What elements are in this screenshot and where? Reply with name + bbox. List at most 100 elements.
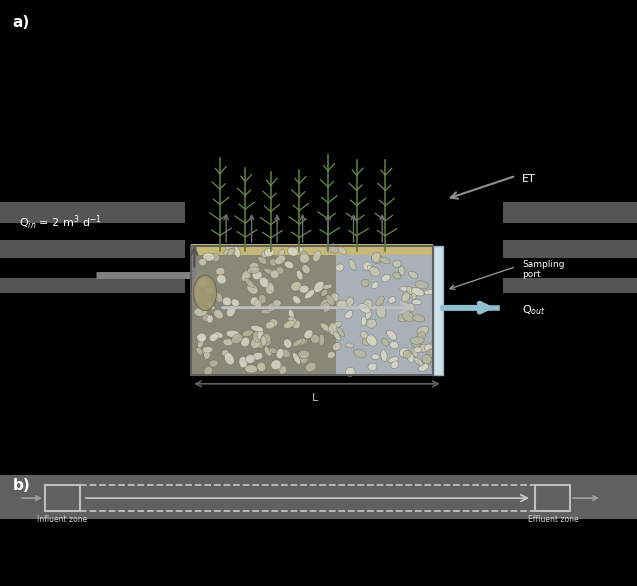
Bar bbox=[191, 246, 433, 375]
Ellipse shape bbox=[415, 281, 429, 289]
Ellipse shape bbox=[261, 336, 266, 346]
Text: L: L bbox=[312, 393, 318, 403]
Ellipse shape bbox=[414, 347, 422, 353]
Ellipse shape bbox=[231, 334, 243, 344]
Ellipse shape bbox=[275, 255, 285, 265]
Ellipse shape bbox=[299, 285, 309, 293]
Ellipse shape bbox=[298, 338, 306, 344]
Ellipse shape bbox=[337, 300, 348, 309]
Ellipse shape bbox=[367, 265, 375, 273]
Ellipse shape bbox=[207, 315, 213, 323]
Ellipse shape bbox=[231, 299, 240, 306]
Ellipse shape bbox=[320, 323, 331, 332]
Ellipse shape bbox=[362, 338, 370, 346]
Ellipse shape bbox=[412, 299, 422, 305]
Ellipse shape bbox=[327, 245, 334, 253]
Ellipse shape bbox=[241, 270, 251, 281]
Ellipse shape bbox=[213, 332, 223, 338]
Ellipse shape bbox=[287, 247, 298, 256]
Ellipse shape bbox=[194, 307, 208, 316]
Ellipse shape bbox=[300, 251, 308, 259]
Ellipse shape bbox=[403, 350, 412, 358]
Ellipse shape bbox=[257, 362, 266, 372]
Ellipse shape bbox=[414, 357, 423, 366]
Ellipse shape bbox=[393, 260, 401, 267]
Bar bbox=[503, 278, 637, 293]
Ellipse shape bbox=[254, 299, 261, 309]
Ellipse shape bbox=[292, 339, 303, 347]
Ellipse shape bbox=[296, 339, 308, 346]
Ellipse shape bbox=[417, 326, 428, 336]
Ellipse shape bbox=[267, 303, 276, 312]
Ellipse shape bbox=[365, 309, 371, 319]
Ellipse shape bbox=[318, 334, 324, 346]
Ellipse shape bbox=[371, 354, 380, 360]
Ellipse shape bbox=[247, 267, 260, 274]
Ellipse shape bbox=[194, 286, 201, 294]
Ellipse shape bbox=[304, 330, 313, 339]
Ellipse shape bbox=[390, 342, 399, 349]
Ellipse shape bbox=[407, 352, 414, 363]
Bar bbox=[503, 202, 637, 223]
Bar bbox=[0, 240, 185, 258]
Ellipse shape bbox=[260, 338, 271, 346]
Ellipse shape bbox=[202, 346, 211, 355]
Bar bbox=[45, 485, 80, 511]
Ellipse shape bbox=[313, 251, 321, 262]
Ellipse shape bbox=[206, 301, 215, 309]
Ellipse shape bbox=[371, 253, 381, 263]
Ellipse shape bbox=[376, 305, 386, 318]
Ellipse shape bbox=[332, 321, 341, 329]
Ellipse shape bbox=[211, 254, 220, 262]
Ellipse shape bbox=[412, 288, 424, 296]
Ellipse shape bbox=[429, 349, 438, 355]
Ellipse shape bbox=[412, 347, 418, 357]
Ellipse shape bbox=[298, 350, 310, 359]
Text: Sampling
port: Sampling port bbox=[522, 260, 565, 280]
Ellipse shape bbox=[349, 259, 356, 270]
Ellipse shape bbox=[296, 270, 303, 280]
Ellipse shape bbox=[371, 254, 382, 264]
Ellipse shape bbox=[364, 299, 373, 308]
Ellipse shape bbox=[289, 309, 294, 319]
Ellipse shape bbox=[252, 332, 261, 343]
Text: ET: ET bbox=[522, 173, 536, 184]
Ellipse shape bbox=[382, 274, 390, 282]
Ellipse shape bbox=[366, 335, 377, 346]
Ellipse shape bbox=[291, 281, 301, 291]
Ellipse shape bbox=[227, 248, 235, 256]
Ellipse shape bbox=[264, 248, 274, 257]
Ellipse shape bbox=[294, 247, 303, 253]
Ellipse shape bbox=[233, 246, 240, 258]
Ellipse shape bbox=[292, 296, 301, 304]
Ellipse shape bbox=[361, 331, 368, 339]
Ellipse shape bbox=[329, 244, 339, 254]
Ellipse shape bbox=[331, 293, 339, 302]
Ellipse shape bbox=[406, 287, 413, 294]
Ellipse shape bbox=[379, 257, 390, 264]
Bar bbox=[503, 240, 637, 258]
Ellipse shape bbox=[292, 320, 301, 329]
Ellipse shape bbox=[408, 271, 418, 278]
Ellipse shape bbox=[258, 256, 267, 264]
Ellipse shape bbox=[410, 337, 424, 344]
Ellipse shape bbox=[419, 363, 429, 372]
Ellipse shape bbox=[198, 277, 208, 288]
Ellipse shape bbox=[367, 319, 376, 328]
Ellipse shape bbox=[323, 305, 329, 312]
Ellipse shape bbox=[278, 365, 287, 374]
Ellipse shape bbox=[222, 350, 229, 357]
Ellipse shape bbox=[346, 343, 354, 348]
Ellipse shape bbox=[391, 361, 399, 369]
Bar bbox=[191, 244, 433, 255]
Ellipse shape bbox=[345, 367, 355, 377]
Ellipse shape bbox=[369, 267, 380, 277]
Ellipse shape bbox=[245, 278, 254, 288]
Ellipse shape bbox=[412, 289, 417, 299]
Ellipse shape bbox=[424, 289, 438, 294]
Ellipse shape bbox=[216, 267, 225, 275]
Ellipse shape bbox=[345, 311, 353, 319]
Text: b): b) bbox=[13, 478, 31, 493]
Ellipse shape bbox=[264, 268, 276, 275]
Ellipse shape bbox=[329, 323, 338, 335]
